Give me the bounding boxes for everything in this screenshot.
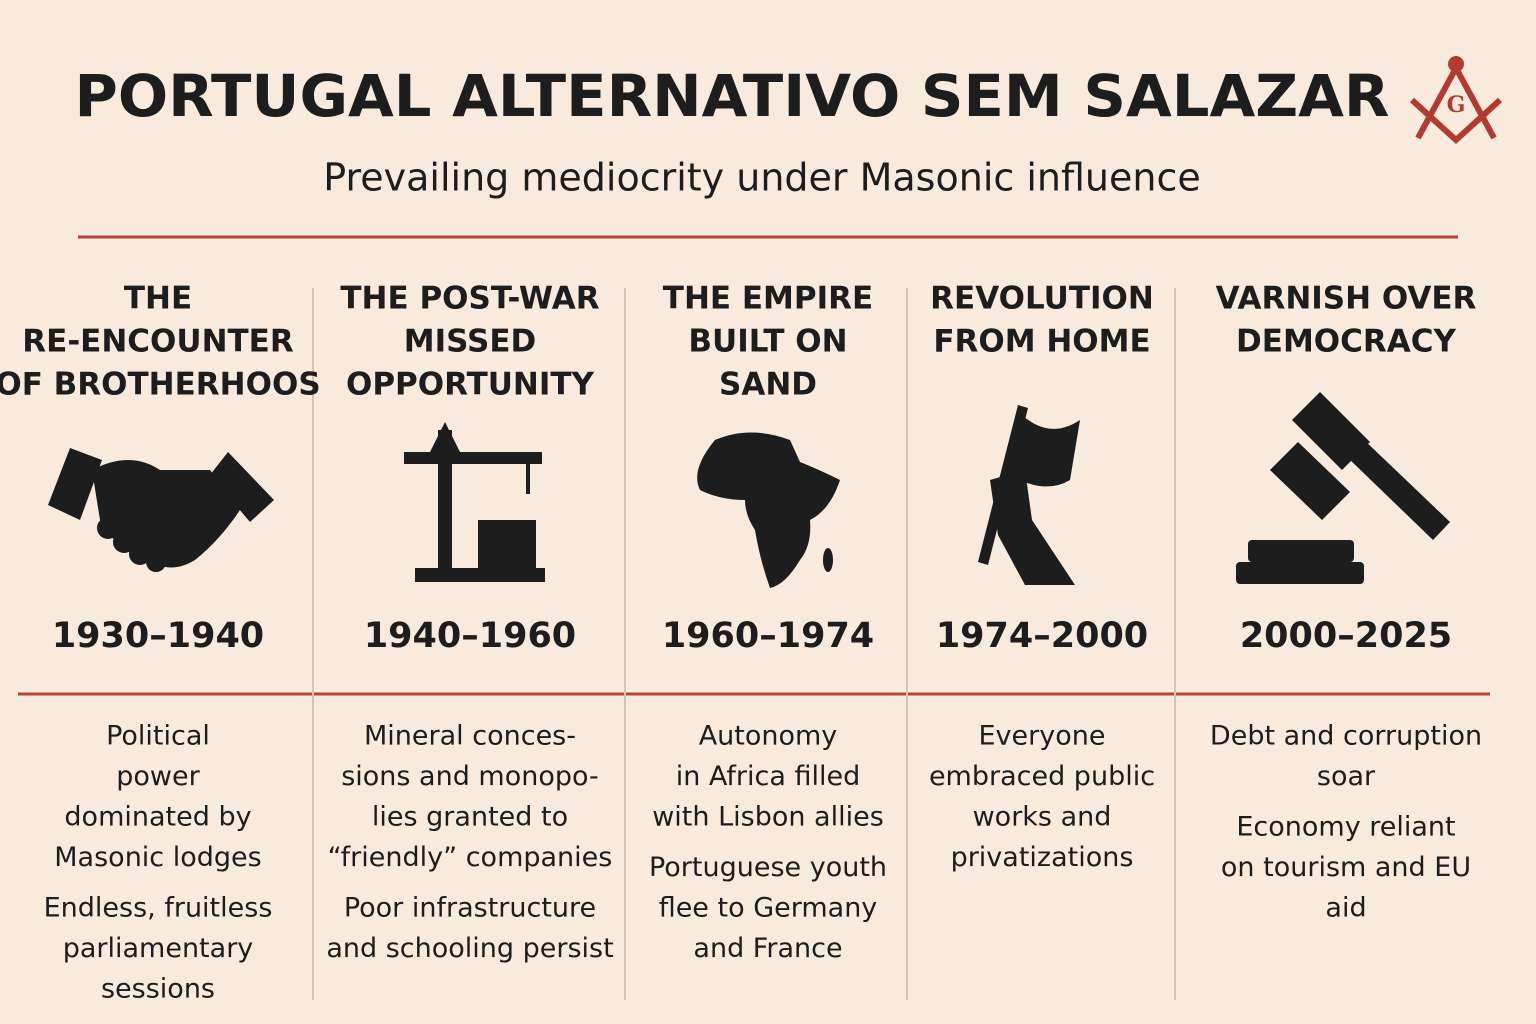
column-heading: THE: [124, 281, 192, 317]
column-heading: VARNISH OVER: [1216, 281, 1477, 317]
column-heading: SAND: [719, 367, 817, 403]
column-heading: THE EMPIRE: [663, 281, 873, 317]
bullet-line: power: [116, 761, 200, 792]
years: 1960–1974: [662, 616, 874, 656]
masonic-emblem: G: [1409, 56, 1503, 145]
column-dividers: [312, 288, 1176, 1000]
bullet-line: Everyone: [979, 721, 1106, 752]
svg-text:G: G: [1447, 92, 1466, 118]
bullet-line: works and: [973, 802, 1112, 833]
years: 1940–1960: [364, 616, 576, 656]
handshake-icon: [48, 448, 274, 572]
bullet-line: with Lisbon allies: [652, 802, 884, 833]
crane-icon: [404, 422, 545, 582]
bullet-line: flee to Germany: [659, 893, 878, 924]
bullet-line: soar: [1317, 761, 1376, 792]
bullet-line: privatizations: [951, 842, 1134, 873]
column-heading: OPPORTUNITY: [346, 367, 595, 403]
bullet-line: Autonomy: [699, 721, 838, 752]
bullet-line: Poor infrastructure: [344, 893, 596, 924]
bullet-line: on tourism and EU: [1221, 852, 1471, 883]
bullet-line: Portuguese youth: [649, 852, 887, 883]
bullet-line: in Africa filled: [676, 761, 861, 792]
bullet-line: Endless, fruitless: [44, 893, 273, 924]
bullet-line: aid: [1325, 893, 1366, 924]
years: 1930–1940: [52, 616, 264, 656]
column-heading: RE-ENCOUNTER: [22, 324, 294, 360]
bullet-line: lies granted to: [372, 802, 568, 833]
subtitle: Prevailing mediocrity under Masonic infl…: [323, 156, 1201, 200]
column-heading: MISSED: [404, 324, 537, 360]
bullet-line: and schooling persist: [326, 933, 613, 964]
bullet-line: Economy reliant: [1236, 812, 1455, 843]
column-heading: FROM HOME: [933, 324, 1150, 360]
bullet-line: Mineral conces-: [364, 721, 576, 752]
bullet-line: sessions: [101, 974, 215, 1005]
flag-fist-icon: [978, 405, 1080, 585]
column-heading: THE POST-WAR: [340, 281, 599, 317]
bullet-line: sions and monopo-: [341, 761, 599, 792]
bullet-line: Debt and corruption: [1210, 721, 1482, 752]
title: PORTUGAL ALTERNATIVO SEM SALAZAR: [75, 62, 1390, 130]
years: 2000–2025: [1240, 616, 1452, 656]
column-heading: BUILT ON: [688, 324, 847, 360]
bullet-line: “friendly” companies: [328, 842, 613, 873]
column-heading: REVOLUTION: [930, 281, 1154, 317]
bullet-line: Masonic lodges: [54, 842, 261, 873]
gavel-icon: [1236, 392, 1450, 584]
column-heading: DEMOCRACY: [1236, 324, 1456, 360]
bullet-line: Political: [106, 721, 210, 752]
bullet-line: dominated by: [64, 802, 251, 833]
bullet-line: and France: [693, 933, 842, 964]
years: 1974–2000: [936, 616, 1148, 656]
africa-icon: [697, 432, 840, 588]
bullet-line: parliamentary: [63, 933, 254, 964]
bullet-line: embraced public: [929, 761, 1155, 792]
column-heading: OF BROTHERHOOS: [0, 367, 321, 403]
